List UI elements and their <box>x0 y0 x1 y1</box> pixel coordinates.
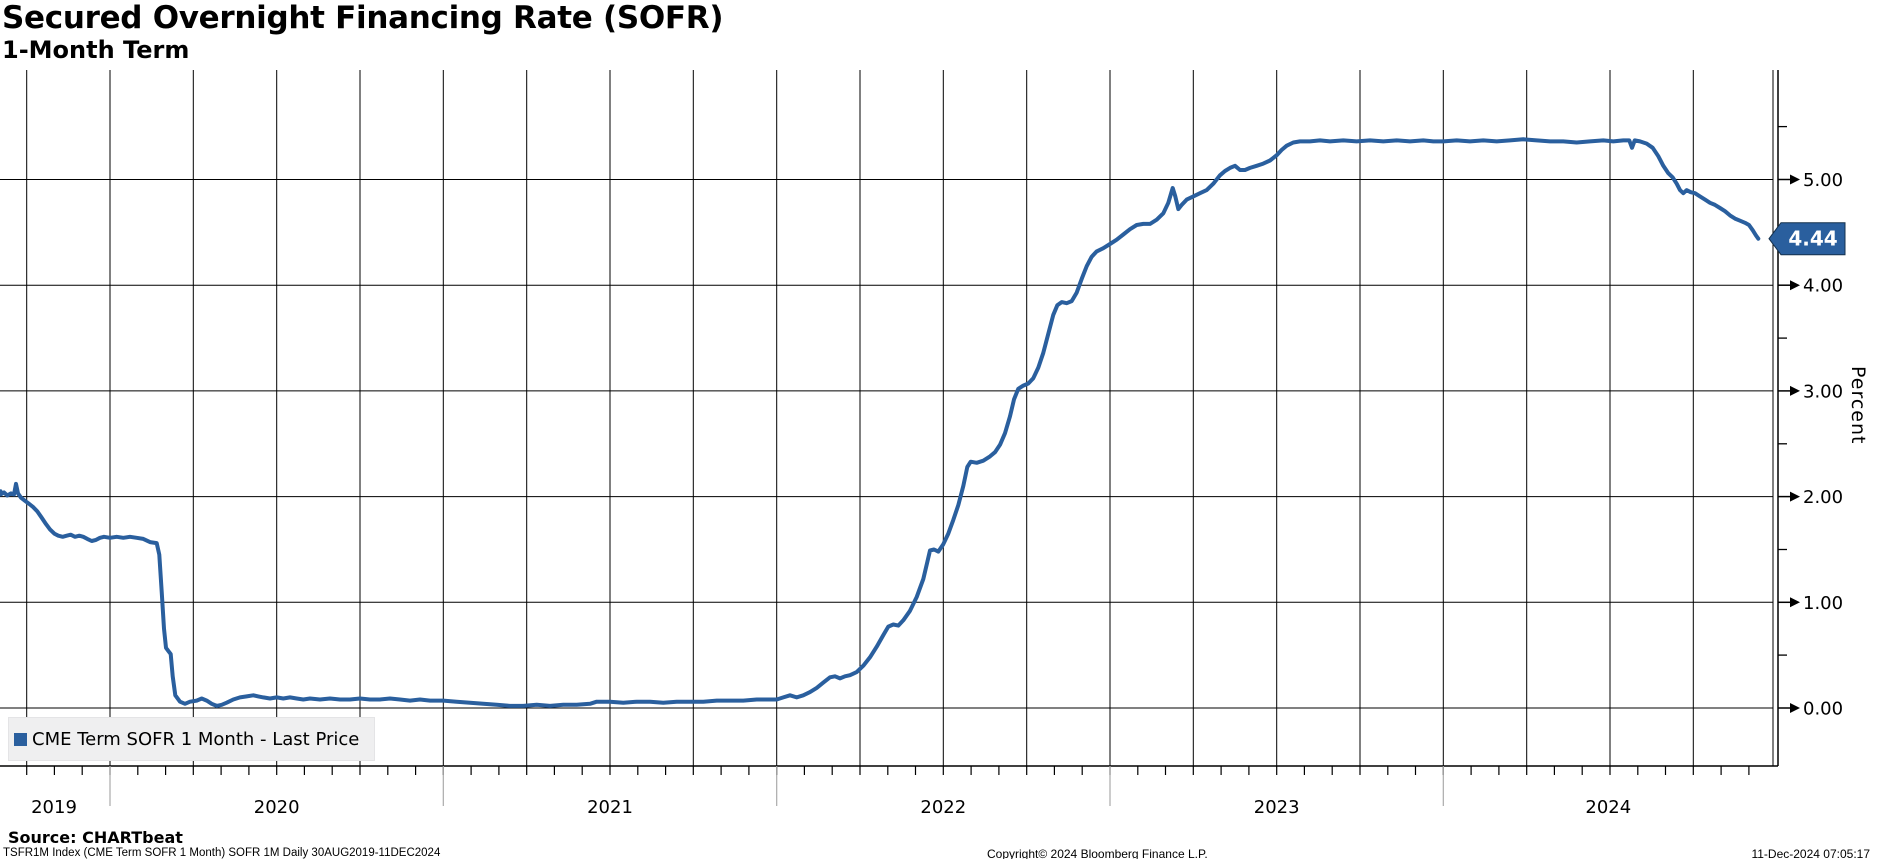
legend-box: CME Term SOFR 1 Month - Last Price <box>8 717 375 761</box>
legend-series-swatch-icon <box>14 732 27 746</box>
svg-text:4.44: 4.44 <box>1788 227 1837 251</box>
svg-text:2.00: 2.00 <box>1803 487 1843 508</box>
svg-text:2023: 2023 <box>1254 797 1300 818</box>
legend-series-label: CME Term SOFR 1 Month - Last Price <box>32 728 360 750</box>
y-axis-title: Percent <box>1847 366 1869 445</box>
x-gridlines <box>26 70 1694 766</box>
x-axis-labels: 2019 2020 2021 2022 2023 2024 <box>31 766 1631 818</box>
footer-ticker-info: TSFR1M Index (CME Term SOFR 1 Month) SOF… <box>3 847 441 859</box>
svg-text:2022: 2022 <box>920 797 966 818</box>
svg-text:2020: 2020 <box>254 797 300 818</box>
footer-timestamp: 11-Dec-2024 07:05:17 <box>1751 847 1870 859</box>
svg-text:3.00: 3.00 <box>1803 381 1843 402</box>
svg-text:2019: 2019 <box>31 797 77 818</box>
svg-text:2021: 2021 <box>587 797 633 818</box>
source-label: Source: CHARTbeat <box>8 828 183 847</box>
svg-text:5.00: 5.00 <box>1803 170 1843 191</box>
last-price-badge: 4.44 <box>1768 222 1846 256</box>
footer-copyright: Copyright© 2024 Bloomberg Finance L.P. <box>987 847 1208 859</box>
x-minor-ticks <box>26 766 1750 775</box>
svg-text:0.00: 0.00 <box>1803 699 1843 720</box>
svg-text:2024: 2024 <box>1585 797 1631 818</box>
y-gridlines-and-labels: 0.00 1.00 2.00 3.00 4.00 5.00 <box>0 125 1843 720</box>
page-subtitle: 1-Month Term <box>2 36 190 64</box>
svg-text:1.00: 1.00 <box>1803 593 1843 614</box>
series-line <box>0 137 1761 708</box>
page-title: Secured Overnight Financing Rate (SOFR) <box>2 0 724 36</box>
svg-text:4.00: 4.00 <box>1803 276 1843 297</box>
